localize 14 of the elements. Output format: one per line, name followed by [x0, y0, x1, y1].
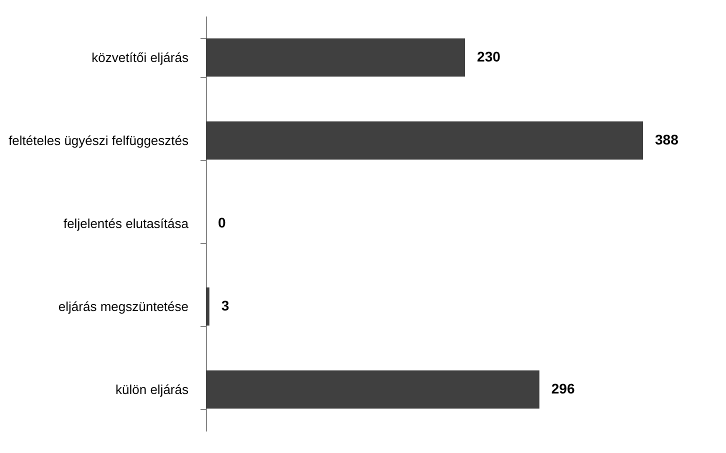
data-label: 230	[477, 48, 501, 64]
y-tick-label: külön eljárás	[116, 382, 189, 397]
data-label: 0	[218, 214, 226, 230]
y-tick-label: feltételes ügyészi felfüggesztés	[8, 133, 189, 148]
y-tick-label: közvetítői eljárás	[92, 50, 189, 65]
data-label: 3	[221, 298, 230, 314]
bar	[206, 38, 466, 77]
bar	[206, 370, 540, 409]
y-tick-label: feljelentés elutasítása	[63, 216, 190, 231]
data-label: 388	[655, 132, 679, 148]
y-tick-label: eljárás megszüntetése	[58, 299, 188, 314]
data-label: 296	[551, 380, 575, 396]
bar	[206, 287, 210, 326]
bar	[206, 121, 643, 160]
